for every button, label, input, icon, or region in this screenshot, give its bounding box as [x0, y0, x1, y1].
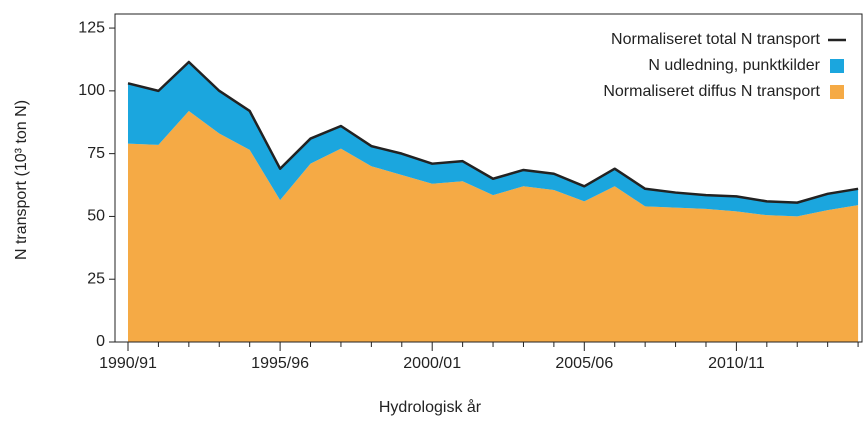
- x-tick-label: 1995/96: [251, 355, 309, 372]
- x-tick-label: 2005/06: [555, 355, 613, 372]
- y-tick-label: 125: [78, 19, 105, 36]
- area: [128, 61, 859, 217]
- line: [127, 60, 859, 204]
- legend-label: Normaliseret diffus N transport: [603, 83, 820, 100]
- legend-label: N udledning, punktkilder: [648, 57, 820, 74]
- area: [128, 110, 859, 343]
- x-axis-label: Hydrologisk år: [379, 398, 482, 416]
- legend-swatch: [830, 85, 844, 99]
- x-tick-label: 1990/91: [99, 355, 157, 372]
- plot-frame: [114, 13, 863, 343]
- x-tick-label: 2000/01: [403, 355, 461, 372]
- y-tick-label: 100: [78, 82, 105, 99]
- x-tick-label: 2010/11: [708, 355, 765, 372]
- legend-swatch: [830, 59, 844, 73]
- y-tick-label: 75: [87, 145, 105, 162]
- y-tick-label: 0: [96, 333, 105, 350]
- legend-label: Normaliseret total N transport: [611, 31, 821, 48]
- y-tick-label: 50: [87, 208, 105, 225]
- y-tick-label: 25: [87, 270, 105, 287]
- y-axis-label: N transport (10³ ton N): [13, 100, 30, 260]
